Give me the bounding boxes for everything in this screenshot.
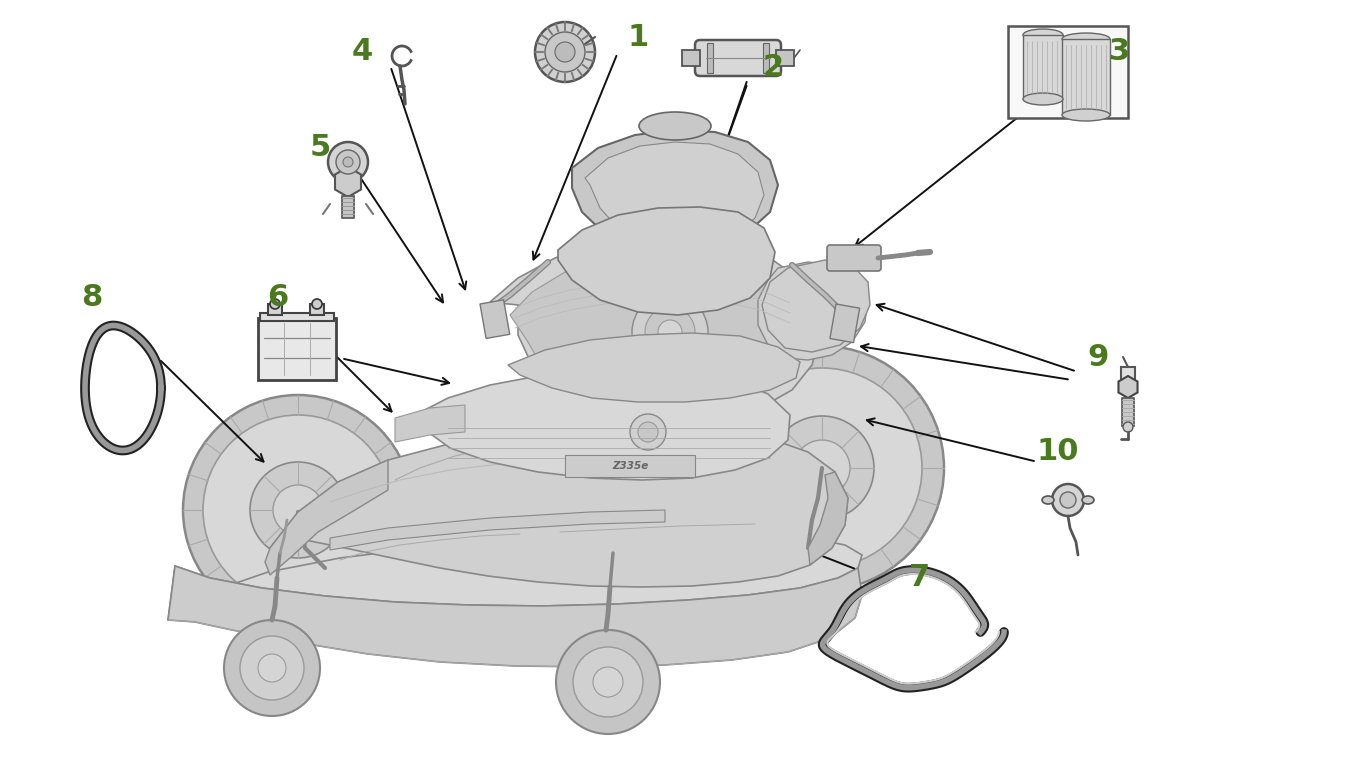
Circle shape	[630, 414, 667, 450]
Circle shape	[343, 157, 352, 167]
Text: 7: 7	[910, 564, 930, 592]
Bar	[566, 455, 695, 477]
Circle shape	[632, 294, 708, 370]
Ellipse shape	[1023, 93, 1063, 105]
Bar	[682, 50, 699, 66]
Circle shape	[311, 299, 322, 309]
Circle shape	[240, 636, 305, 700]
Polygon shape	[557, 207, 775, 315]
Ellipse shape	[1023, 29, 1063, 41]
Bar	[776, 50, 794, 66]
Bar	[764, 43, 769, 73]
Bar	[342, 196, 354, 218]
Polygon shape	[335, 167, 361, 197]
Circle shape	[723, 368, 922, 568]
FancyBboxPatch shape	[695, 40, 781, 76]
Ellipse shape	[1042, 496, 1055, 504]
Circle shape	[328, 142, 367, 182]
Polygon shape	[168, 532, 862, 620]
Polygon shape	[585, 142, 764, 246]
Polygon shape	[758, 262, 867, 360]
Polygon shape	[270, 428, 848, 587]
Text: 5: 5	[309, 134, 331, 163]
Bar	[479, 300, 510, 339]
Text: 2: 2	[762, 54, 784, 82]
Polygon shape	[490, 238, 820, 422]
FancyBboxPatch shape	[826, 245, 881, 271]
Text: 3: 3	[1109, 38, 1131, 67]
Polygon shape	[415, 370, 790, 480]
Circle shape	[638, 422, 658, 442]
Circle shape	[645, 307, 695, 357]
Text: 10: 10	[1037, 438, 1079, 466]
Circle shape	[545, 32, 585, 72]
Polygon shape	[1119, 376, 1138, 398]
Polygon shape	[331, 510, 665, 550]
Circle shape	[258, 654, 285, 682]
Circle shape	[1123, 422, 1132, 432]
Bar	[1008, 26, 1128, 118]
Polygon shape	[510, 252, 798, 412]
Circle shape	[699, 346, 944, 590]
Ellipse shape	[1061, 33, 1111, 45]
Circle shape	[1052, 484, 1085, 516]
Circle shape	[556, 630, 660, 734]
Polygon shape	[168, 566, 862, 667]
Circle shape	[204, 415, 393, 605]
Bar	[708, 43, 713, 73]
Text: 4: 4	[351, 38, 373, 67]
Polygon shape	[809, 472, 848, 565]
Ellipse shape	[1082, 496, 1094, 504]
Ellipse shape	[639, 112, 710, 140]
Circle shape	[183, 395, 413, 625]
Circle shape	[535, 22, 596, 82]
Bar	[258, 318, 336, 380]
Circle shape	[224, 620, 320, 716]
Polygon shape	[572, 130, 779, 248]
Text: 8: 8	[82, 283, 102, 313]
Circle shape	[593, 667, 623, 697]
Text: Z335e: Z335e	[612, 461, 647, 471]
Circle shape	[250, 462, 346, 558]
Circle shape	[273, 485, 322, 535]
Circle shape	[1060, 492, 1076, 508]
Bar	[260, 313, 335, 321]
Polygon shape	[395, 405, 464, 442]
Text: 9: 9	[1087, 343, 1109, 372]
Bar	[268, 304, 281, 315]
Bar	[1121, 367, 1135, 387]
Bar	[1121, 398, 1134, 426]
Bar	[310, 304, 324, 315]
Circle shape	[572, 647, 643, 717]
Ellipse shape	[1061, 109, 1111, 121]
Bar	[1023, 35, 1063, 99]
Circle shape	[658, 320, 682, 344]
Bar	[831, 304, 859, 343]
Polygon shape	[762, 260, 870, 352]
Bar	[1061, 39, 1111, 115]
Polygon shape	[508, 333, 800, 402]
Text: 1: 1	[627, 24, 649, 52]
Text: 6: 6	[268, 283, 288, 313]
Circle shape	[270, 299, 280, 309]
Circle shape	[555, 42, 575, 62]
Circle shape	[336, 150, 361, 174]
Circle shape	[770, 416, 874, 520]
Circle shape	[794, 440, 850, 496]
Polygon shape	[265, 460, 388, 575]
